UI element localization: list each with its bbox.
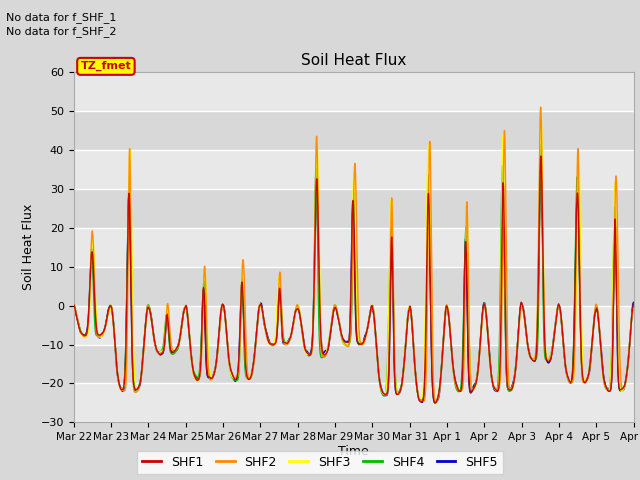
Bar (74, 111, 634, 150)
Bar (74, 189, 634, 228)
SHF1 (141, 329, 148, 335)
SHF1 (537, 153, 545, 159)
SHF5 (141, 328, 148, 334)
SHF4 (630, 303, 637, 309)
SHF3 (537, 110, 545, 116)
SHF5 (319, 350, 327, 356)
SHF1 (454, 386, 462, 392)
Line: SHF2: SHF2 (74, 107, 634, 403)
SHF5 (70, 303, 77, 309)
SHF4 (314, 283, 322, 289)
SHF2 (314, 210, 322, 216)
SHF1 (70, 301, 77, 307)
SHF4 (319, 354, 327, 360)
SHF4 (431, 399, 439, 405)
Text: TZ_fmet: TZ_fmet (81, 61, 131, 72)
SHF2 (319, 354, 327, 360)
Bar (74, 384, 634, 422)
SHF5 (537, 154, 545, 159)
SHF5 (630, 300, 637, 305)
Bar (74, 72, 634, 111)
SHF2 (537, 104, 545, 110)
Text: No data for f_SHF_1
No data for f_SHF_2: No data for f_SHF_1 No data for f_SHF_2 (6, 12, 117, 37)
SHF5 (454, 386, 462, 392)
SHF1 (630, 302, 637, 308)
SHF2 (454, 387, 462, 393)
SHF3 (363, 329, 371, 335)
SHF3 (141, 330, 148, 336)
SHF2 (630, 307, 637, 313)
SHF3 (454, 385, 462, 391)
Line: SHF5: SHF5 (74, 156, 634, 403)
Bar (74, 306, 634, 345)
SHF2 (363, 329, 371, 335)
SHF3 (314, 177, 322, 182)
SHF1 (363, 329, 371, 335)
SHF1 (429, 395, 437, 401)
SHF4 (70, 303, 77, 309)
Title: Soil Heat Flux: Soil Heat Flux (301, 53, 406, 68)
Bar (74, 150, 634, 189)
SHF2 (429, 374, 437, 380)
SHF5 (314, 220, 322, 226)
SHF4 (363, 329, 371, 335)
SHF3 (70, 304, 77, 310)
Y-axis label: Soil Heat Flux: Soil Heat Flux (22, 204, 35, 290)
SHF4 (454, 388, 462, 394)
SHF4 (429, 389, 437, 395)
Legend: SHF1, SHF2, SHF3, SHF4, SHF5: SHF1, SHF2, SHF3, SHF4, SHF5 (137, 451, 503, 474)
Line: SHF1: SHF1 (74, 156, 634, 403)
Bar (74, 267, 634, 306)
SHF2 (141, 331, 148, 336)
SHF1 (314, 218, 322, 224)
SHF4 (537, 142, 545, 147)
Line: SHF4: SHF4 (74, 144, 634, 402)
SHF5 (363, 329, 371, 335)
SHF4 (141, 329, 148, 335)
Bar (74, 228, 634, 267)
SHF1 (431, 400, 439, 406)
Bar (74, 345, 634, 384)
SHF3 (630, 306, 637, 312)
SHF5 (431, 400, 439, 406)
SHF3 (429, 384, 437, 390)
SHF2 (432, 400, 440, 406)
X-axis label: Time: Time (338, 445, 369, 458)
SHF1 (319, 351, 327, 357)
SHF3 (319, 352, 327, 358)
Line: SHF3: SHF3 (74, 113, 634, 401)
SHF3 (432, 398, 440, 404)
SHF2 (70, 303, 77, 309)
SHF5 (429, 394, 437, 399)
